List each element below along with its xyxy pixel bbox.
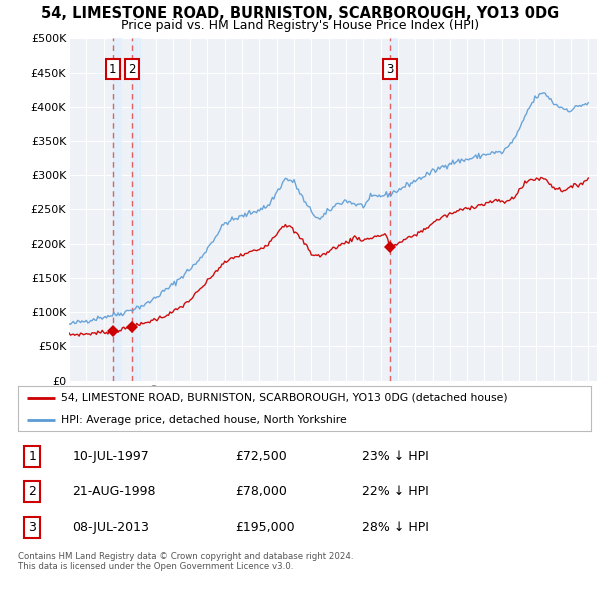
Text: 3: 3 bbox=[28, 522, 36, 535]
Text: 23% ↓ HPI: 23% ↓ HPI bbox=[362, 450, 428, 463]
Text: This data is licensed under the Open Government Licence v3.0.: This data is licensed under the Open Gov… bbox=[18, 562, 293, 571]
Text: Price paid vs. HM Land Registry's House Price Index (HPI): Price paid vs. HM Land Registry's House … bbox=[121, 19, 479, 32]
Text: HPI: Average price, detached house, North Yorkshire: HPI: Average price, detached house, Nort… bbox=[61, 415, 347, 425]
Text: 08-JUL-2013: 08-JUL-2013 bbox=[73, 522, 149, 535]
Text: 2: 2 bbox=[28, 484, 36, 498]
Text: 21-AUG-1998: 21-AUG-1998 bbox=[73, 484, 156, 498]
Text: Contains HM Land Registry data © Crown copyright and database right 2024.: Contains HM Land Registry data © Crown c… bbox=[18, 552, 353, 560]
Text: 22% ↓ HPI: 22% ↓ HPI bbox=[362, 484, 428, 498]
Text: 54, LIMESTONE ROAD, BURNISTON, SCARBOROUGH, YO13 0DG: 54, LIMESTONE ROAD, BURNISTON, SCARBOROU… bbox=[41, 6, 559, 21]
Text: £72,500: £72,500 bbox=[236, 450, 287, 463]
Text: 1: 1 bbox=[28, 450, 36, 463]
Text: 54, LIMESTONE ROAD, BURNISTON, SCARBOROUGH, YO13 0DG (detached house): 54, LIMESTONE ROAD, BURNISTON, SCARBOROU… bbox=[61, 393, 508, 403]
Text: £195,000: £195,000 bbox=[236, 522, 295, 535]
Text: 1: 1 bbox=[109, 63, 116, 76]
Text: 2: 2 bbox=[128, 63, 136, 76]
Text: 3: 3 bbox=[386, 63, 393, 76]
Text: £78,000: £78,000 bbox=[236, 484, 287, 498]
Text: 28% ↓ HPI: 28% ↓ HPI bbox=[362, 522, 428, 535]
Text: 10-JUL-1997: 10-JUL-1997 bbox=[73, 450, 149, 463]
Bar bbox=[113, 38, 121, 381]
Bar bbox=[389, 38, 397, 381]
Bar bbox=[132, 38, 140, 381]
